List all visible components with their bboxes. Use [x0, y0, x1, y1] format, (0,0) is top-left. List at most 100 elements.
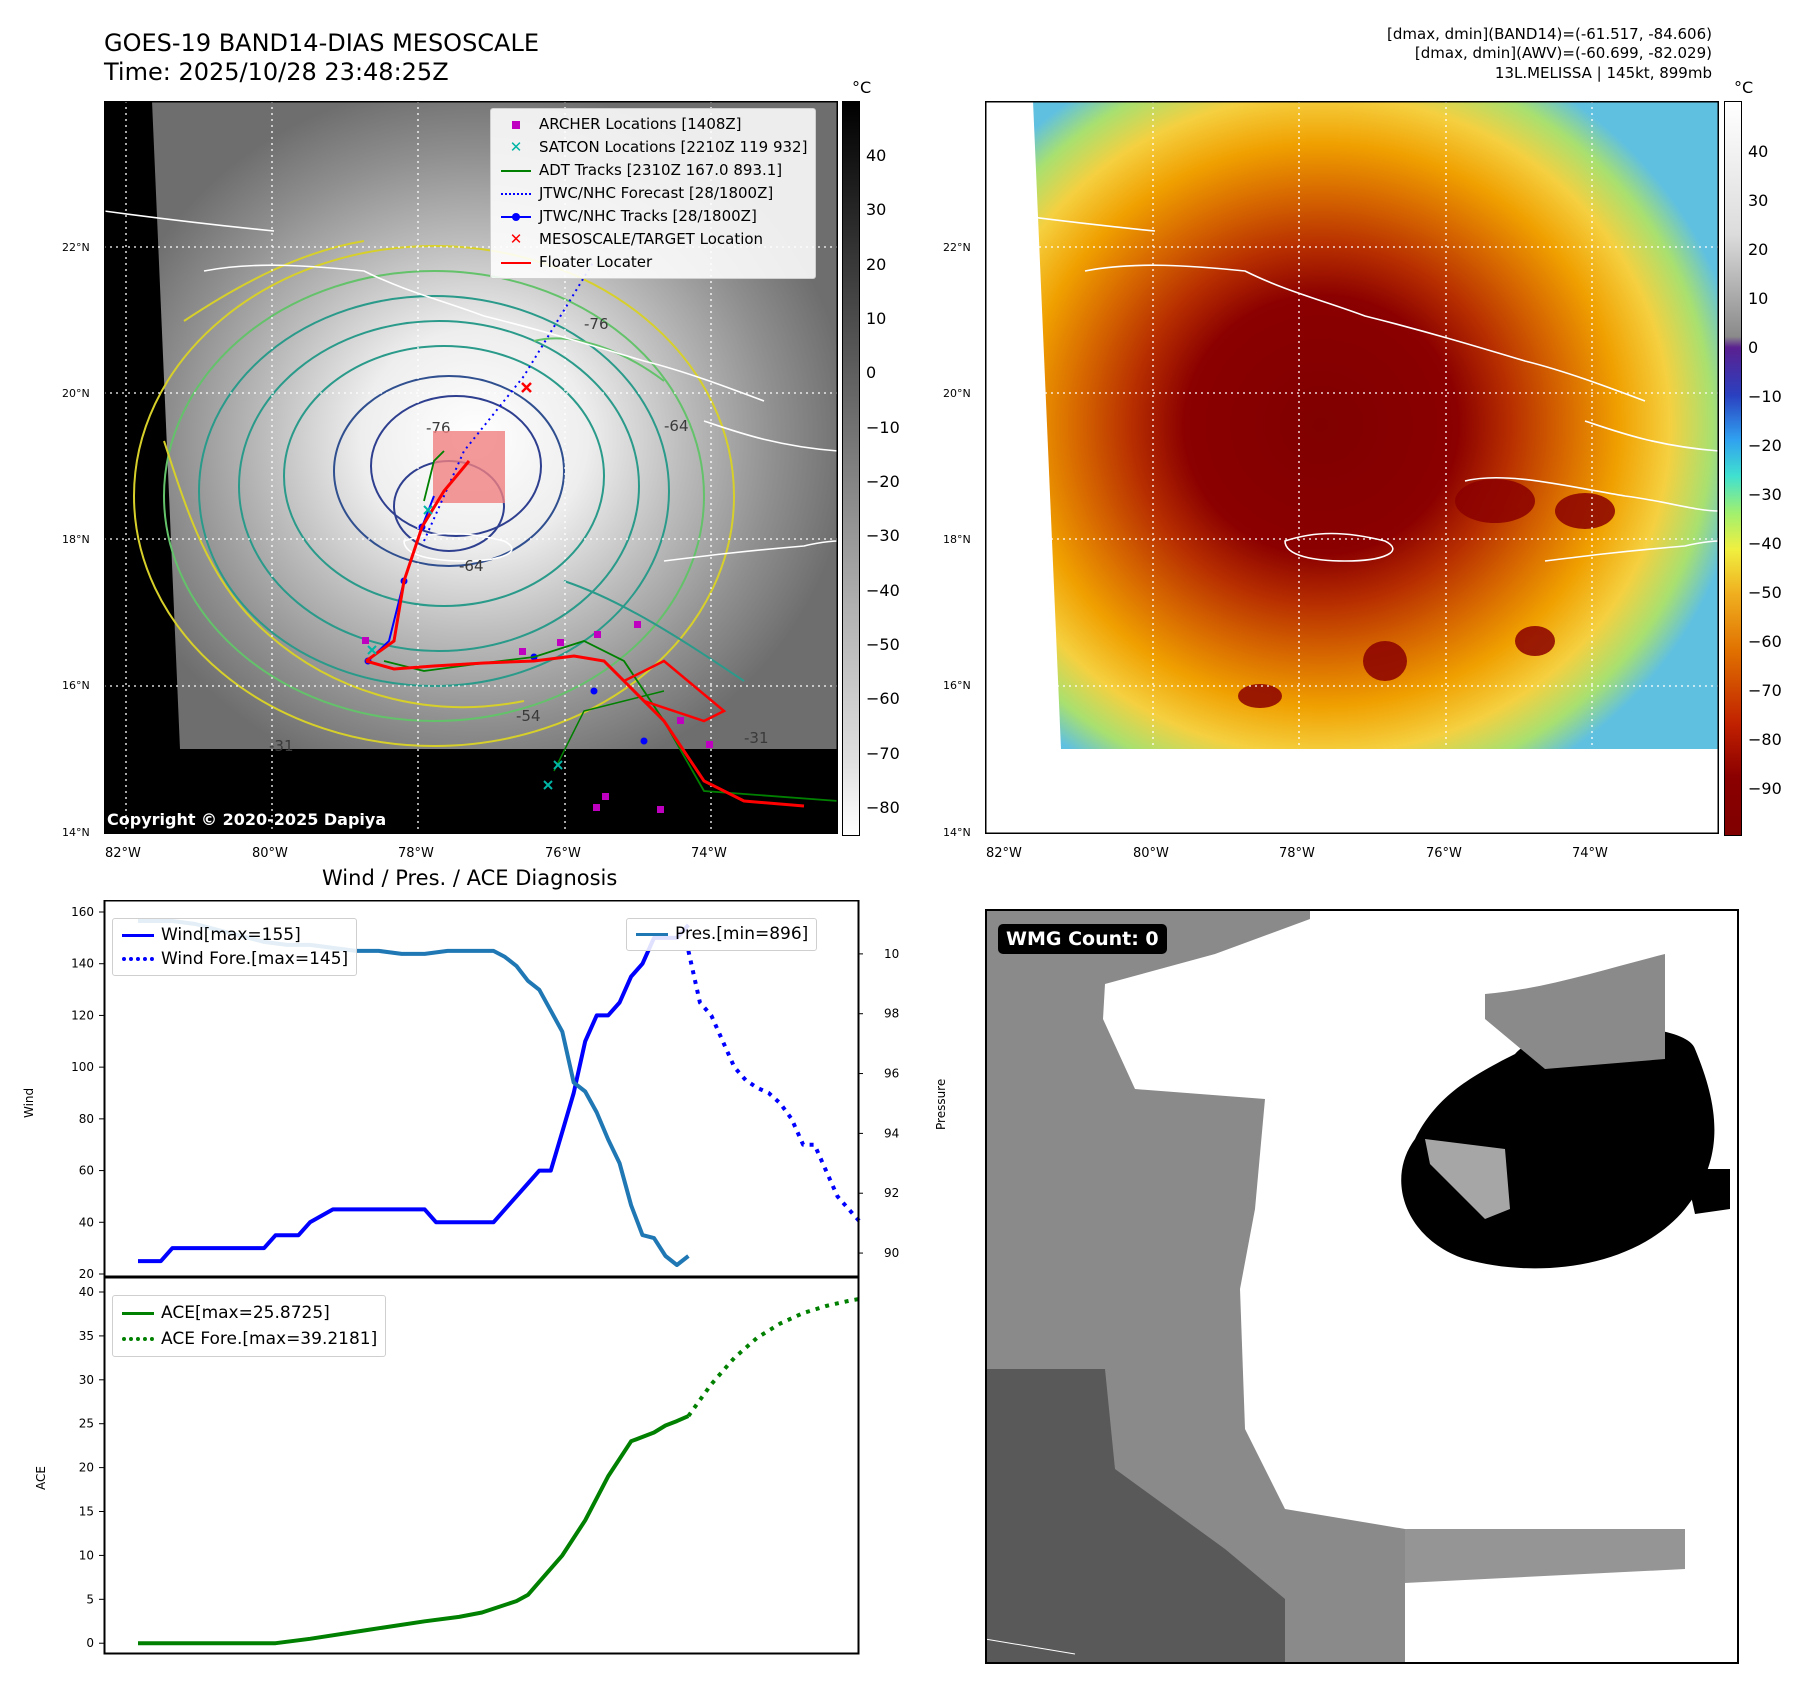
colorbar-tick: 20: [866, 255, 887, 274]
wmg-black-fragment: [1685, 1169, 1730, 1214]
ace-panel: 0 5 10 15 20 25 30 35 40: [79, 1285, 861, 1650]
lon-label: 76°W: [545, 846, 581, 861]
colorbar-tick: −20: [866, 472, 900, 491]
colorbar-tick: −10: [866, 418, 900, 437]
wmg-eye-region: [1425, 1139, 1510, 1219]
archer-locations: [362, 621, 713, 813]
colorbar-tick: −70: [866, 744, 900, 763]
contour-label: -76: [584, 315, 609, 333]
y-tick-label: 80: [79, 1112, 94, 1126]
floater-locater-loop: [603, 659, 727, 723]
y-tick-label: 40: [79, 1215, 94, 1229]
wmg-count-badge: WMG Count: 0: [998, 924, 1167, 954]
colorbar-tick: −60: [866, 689, 900, 708]
awv-range: [dmax, dmin](AWV)=(-60.699, -82.029): [1414, 44, 1712, 62]
colorbar-tick: 10: [1748, 289, 1769, 308]
y2-tick-label: 1000: [884, 947, 900, 961]
figure-title: GOES-19 BAND14-DIAS MESOSCALE: [104, 29, 540, 57]
legend-label: ADT Tracks [2310Z 167.0 893.1]: [539, 161, 783, 179]
contour-label: -54: [516, 707, 541, 725]
colorbar-tick: 30: [866, 200, 887, 219]
y-tick-label: 10: [79, 1548, 94, 1562]
square-marker-icon: [499, 120, 533, 129]
legend-label: ARCHER Locations [1408Z]: [539, 115, 742, 133]
contour-label: -31: [269, 737, 294, 755]
dotted-line-icon: [121, 957, 155, 961]
legend-tracks: JTWC/NHC Tracks [28/1800Z]: [499, 205, 807, 228]
contour-label: -64: [664, 417, 689, 435]
colorbar-tick: −60: [1748, 632, 1782, 651]
adt-track: [383, 640, 838, 802]
lon-label: 74°W: [1572, 846, 1608, 861]
lon-label: 78°W: [398, 846, 434, 861]
y-tick-label: 5: [86, 1592, 94, 1606]
y-tick-label: 60: [79, 1164, 94, 1178]
lat-label: 22°N: [62, 241, 90, 254]
colorbar-tick: 40: [866, 146, 887, 165]
colorbar-tick: −40: [866, 581, 900, 600]
y2-tick-label: 960: [884, 1067, 900, 1081]
legend-label: Floater Locater: [539, 253, 653, 271]
lat-label: 18°N: [62, 533, 90, 546]
legend-wind-fore: Wind Fore.[max=145]: [121, 947, 348, 971]
map-gridlines: [985, 101, 1719, 834]
ace-panel-frame: [103, 1276, 860, 1655]
colorbar-tick: −20: [1748, 436, 1782, 455]
colorbar-tick: 40: [1748, 142, 1769, 161]
floater-locater-track-recent: [365, 460, 471, 663]
cold-cloud-patches: [1238, 479, 1615, 708]
colorbar-tick: −40: [1748, 534, 1782, 553]
wmg-dark-region: [985, 1369, 1285, 1664]
wmg-frame: [985, 909, 1739, 1664]
ace-axis-label: ACE: [34, 1466, 48, 1490]
dotted-line-icon: [499, 192, 533, 195]
colorbar-tick: −90: [1748, 779, 1782, 798]
legend-label: ACE Fore.[max=39.2181]: [161, 1329, 378, 1349]
lat-label: 22°N: [943, 241, 971, 254]
y-tick-label: 100: [71, 1060, 94, 1074]
colorbar-unit: °C: [1734, 78, 1754, 97]
legend-ace: ACE[max=25.8725]: [121, 1300, 377, 1326]
lon-label: 82°W: [105, 846, 141, 861]
lat-label: 14°N: [62, 826, 90, 839]
lon-label: 80°W: [1133, 846, 1169, 861]
lat-label: 20°N: [943, 387, 971, 400]
line-icon: [121, 1311, 155, 1315]
contour-label: -64: [459, 557, 484, 575]
y-tick-label: 30: [79, 1373, 94, 1387]
legend-label: Wind Fore.[max=145]: [161, 949, 349, 969]
floater-locater-track: [365, 654, 805, 808]
diagnosis-charts: 204060801001201401609009209409609801000 …: [71, 900, 900, 1655]
awv-image-swath: [1033, 101, 1719, 749]
lat-label: 18°N: [943, 533, 971, 546]
legend-wind: Wind[max=155]: [121, 923, 348, 947]
colorbar-tick: −70: [1748, 681, 1782, 700]
colorbar-tick: 20: [1748, 240, 1769, 259]
map-gridlines: [104, 101, 838, 834]
y2-tick-label: 940: [884, 1126, 900, 1140]
figure-time: Time: 2025/10/28 23:48:25Z: [104, 58, 449, 86]
legend-floater: Floater Locater: [499, 251, 807, 274]
wmg-gray-strip: [1285, 1529, 1685, 1589]
coastlines: [985, 210, 1719, 562]
ace-legend: ACE[max=25.8725] ACE Fore.[max=39.2181]: [112, 1295, 387, 1357]
wmg-panel: [985, 909, 1739, 1664]
x-marker-icon: ✕: [509, 230, 523, 248]
ir-colorbar: [842, 101, 860, 836]
colorbar-tick: −30: [866, 526, 900, 545]
coastlines: [104, 210, 838, 562]
legend-label: MESOSCALE/TARGET Location: [539, 230, 764, 248]
y-tick-label: 40: [79, 1285, 94, 1299]
y-tick-label: 25: [79, 1417, 94, 1431]
series-line: [138, 1414, 690, 1646]
legend-target: ✕ MESOSCALE/TARGET Location: [499, 228, 807, 251]
y2-tick-label: 900: [884, 1246, 900, 1260]
lat-label: 14°N: [943, 826, 971, 839]
y-tick-label: 140: [71, 957, 94, 971]
wmg-line: [985, 1638, 1076, 1655]
colorbar-tick: −30: [1748, 485, 1782, 504]
colorbar-unit: °C: [852, 78, 872, 97]
band14-range: [dmax, dmin](BAND14)=(-61.517, -84.606): [1387, 25, 1712, 43]
colorbar-tick: 0: [1748, 338, 1759, 357]
line-icon: [499, 261, 533, 264]
